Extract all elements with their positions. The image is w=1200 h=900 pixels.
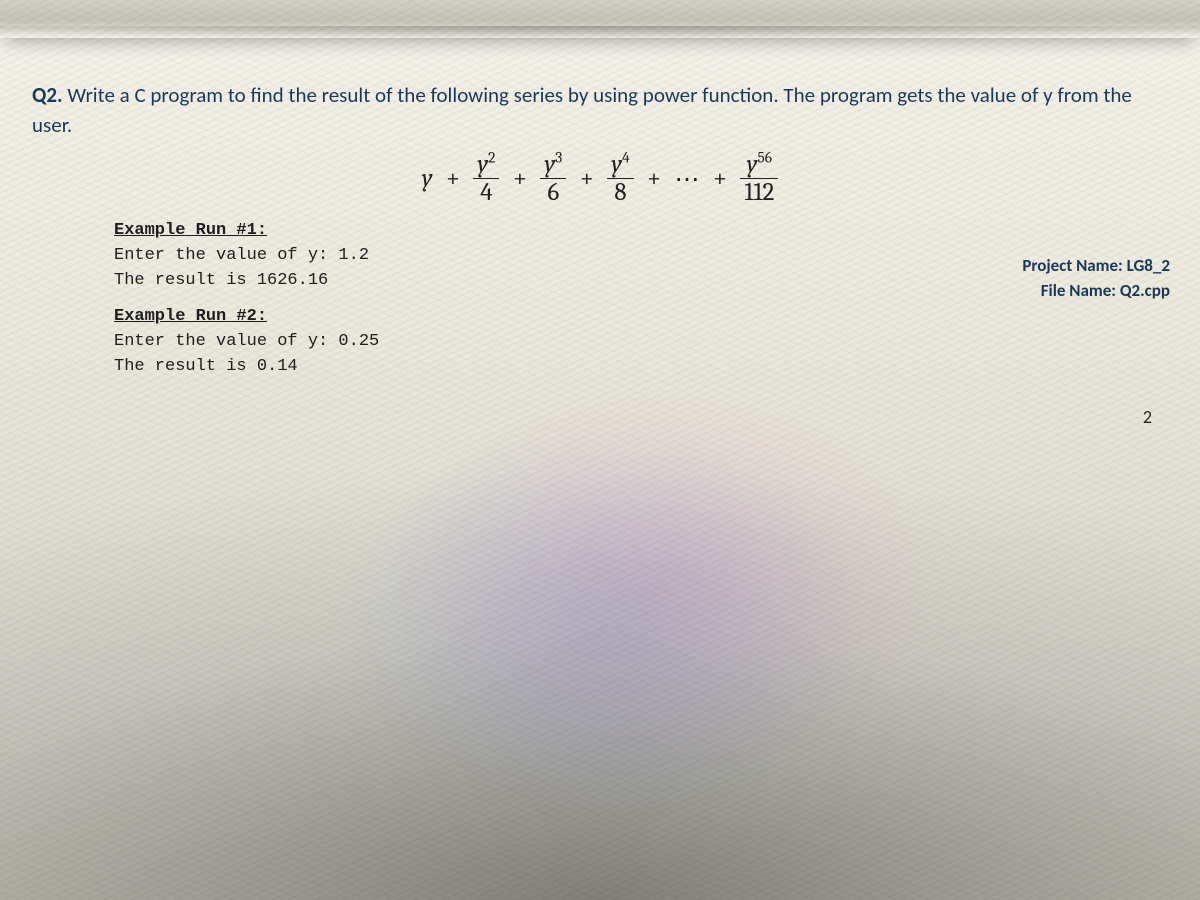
formula-term-2: y2 4 xyxy=(473,151,499,207)
formula-exp: 56 xyxy=(757,149,772,167)
formula-ellipsis: ⋯ xyxy=(675,164,700,194)
formula-term-3: y3 6 xyxy=(540,151,566,207)
formula-var: y xyxy=(747,150,758,179)
series-formula: y + y2 4 + y3 6 + y4 8 + ⋯ + y56 112 xyxy=(22,151,1178,207)
question-prompt: Q2. Write a C program to find the result… xyxy=(32,80,1168,141)
file-name-value: Q2.cpp xyxy=(1120,280,1170,301)
question-label: Q2. xyxy=(32,82,63,108)
formula-den: 112 xyxy=(740,179,778,207)
example-run-1-output: Enter the value of y: 1.2 The result is … xyxy=(114,244,854,293)
example-run-2-header: Example Run #2: xyxy=(114,307,854,326)
formula-den: 6 xyxy=(540,179,566,207)
formula-exp: 2 xyxy=(488,149,495,167)
example-runs-block: Example Run #1: Enter the value of y: 1.… xyxy=(114,221,854,380)
formula-last-term: y56 112 xyxy=(740,151,778,207)
plus-sign: + xyxy=(713,164,727,193)
screen-top-bevel xyxy=(0,0,1200,38)
plus-sign: + xyxy=(513,164,527,193)
example-run-2-output: Enter the value of y: 0.25 The result is… xyxy=(114,330,854,379)
plus-sign: + xyxy=(647,164,661,193)
plus-sign: + xyxy=(446,164,460,193)
formula-exp: 3 xyxy=(555,149,562,167)
question-text-line1: Write a C program to find the result of … xyxy=(67,82,1131,108)
formula-var: y xyxy=(611,150,622,179)
file-name-label: File Name: xyxy=(1041,280,1116,301)
formula-first-term: y xyxy=(422,164,433,193)
project-name-label: Project Name: xyxy=(1022,255,1122,276)
formula-den: 8 xyxy=(607,179,633,207)
formula-term-4: y4 8 xyxy=(607,151,633,207)
formula-den: 4 xyxy=(473,179,499,207)
project-meta: Project Name: LG8_2 File Name: Q2.cpp xyxy=(1022,254,1170,303)
formula-exp: 4 xyxy=(622,149,630,167)
formula-var: y xyxy=(477,150,488,179)
page-number: 2 xyxy=(1143,406,1152,428)
formula-var: y xyxy=(544,150,555,179)
question-text-line2: user. xyxy=(32,112,72,138)
document-page: Q2. Write a C program to find the result… xyxy=(22,50,1178,379)
example-run-1-header: Example Run #1: xyxy=(114,221,854,240)
project-name-value: LG8_2 xyxy=(1127,255,1170,276)
plus-sign: + xyxy=(580,164,594,193)
